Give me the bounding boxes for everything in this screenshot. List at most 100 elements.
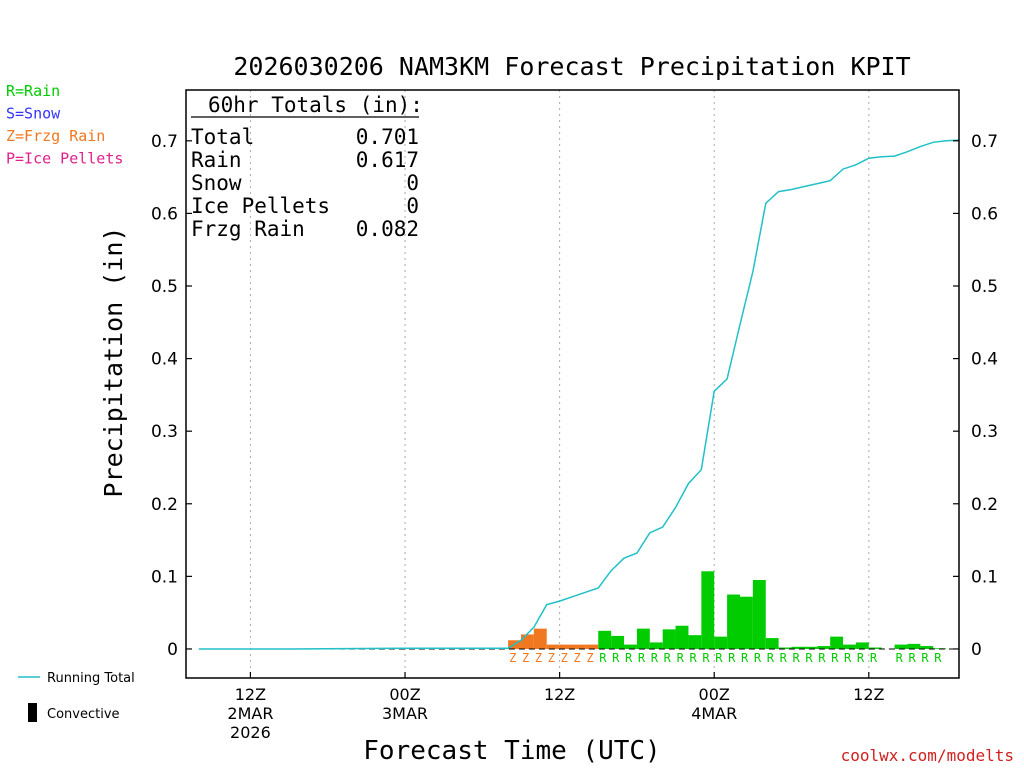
- type-letter: Z: [574, 651, 581, 665]
- bar-z: [585, 644, 599, 649]
- type-letter: R: [805, 651, 813, 665]
- y-axis-label: Precipitation (in): [99, 227, 128, 498]
- y-axis-left: 0 0.1 0.2 0.3 0.4 0.5 0.6 0.7: [151, 132, 192, 660]
- y-tick-label-left: 0.1: [151, 567, 178, 587]
- hourly-bars: [508, 571, 947, 649]
- type-letter: R: [921, 651, 929, 665]
- type-letter: R: [767, 651, 775, 665]
- legend-convective-swatch: [28, 703, 37, 722]
- bar-r: [624, 644, 637, 649]
- y-tick-label-right: 0: [971, 640, 982, 660]
- type-letter: R: [728, 651, 736, 665]
- bar-r: [714, 636, 728, 649]
- type-letter: R: [741, 651, 749, 665]
- legend-type-item: R=Rain: [6, 82, 60, 100]
- bar-r: [868, 647, 882, 649]
- bar-r: [649, 642, 663, 649]
- type-letter: Z: [535, 651, 542, 665]
- bar-r: [701, 571, 715, 649]
- type-letter: R: [754, 651, 762, 665]
- bar-z: [533, 628, 547, 649]
- gridlines: [249, 90, 870, 678]
- type-letter: R: [793, 651, 801, 665]
- bar-r: [855, 642, 869, 649]
- type-letter: R: [651, 651, 659, 665]
- legend-running-total-label: Running Total: [47, 671, 135, 686]
- bar-r: [907, 643, 921, 649]
- precip-type-legend: R=Rain S=Snow Z=Frzg Rain P=Ice Pellets: [6, 82, 123, 168]
- y-tick-label-left: 0.5: [151, 277, 178, 297]
- totals-row-label: Rain: [191, 148, 242, 172]
- y-tick-label-right: 0.6: [971, 204, 998, 224]
- type-letter: R: [896, 651, 904, 665]
- bar-z: [546, 644, 560, 649]
- totals-heading: 60hr Totals (in):: [208, 93, 423, 117]
- bar-r: [636, 628, 650, 649]
- x-tick-label: 12Z: [544, 685, 575, 704]
- type-letter: Z: [509, 651, 516, 665]
- legend-type-item: S=Snow: [6, 105, 61, 123]
- x-tick-label: 2MAR: [227, 704, 273, 723]
- y-axis-right: 0 0.1 0.2 0.3 0.4 0.5 0.6 0.7: [953, 132, 998, 660]
- bar-r: [688, 635, 702, 649]
- x-axis-label: Forecast Time (UTC): [363, 736, 660, 766]
- bar-r: [675, 625, 689, 649]
- y-tick-label-right: 0.4: [971, 350, 998, 370]
- y-tick-label-left: 0.3: [151, 422, 178, 442]
- y-tick-label-left: 0.6: [151, 204, 178, 224]
- bar-r: [727, 594, 740, 649]
- bar-r: [598, 630, 612, 649]
- type-letter: R: [934, 651, 942, 665]
- type-letter: R: [625, 651, 633, 665]
- type-letter: R: [715, 651, 723, 665]
- type-letter: R: [664, 651, 672, 665]
- bar-r: [611, 635, 625, 649]
- totals-row-label: Total: [191, 125, 254, 149]
- type-letter: R: [908, 651, 916, 665]
- x-tick-label: 12Z: [235, 685, 266, 704]
- type-letter: R: [638, 651, 646, 665]
- legend-type-item: P=Ice Pellets: [6, 150, 123, 168]
- x-tick-label: 00Z: [389, 685, 420, 704]
- x-tick-label: 00Z: [699, 685, 730, 704]
- totals-row-value: 0.701: [356, 125, 419, 149]
- totals-row-value: 0: [406, 194, 419, 218]
- bar-r: [765, 638, 779, 649]
- totals-row-value: 0.617: [356, 148, 419, 172]
- bar-r: [830, 636, 844, 649]
- bar-r: [804, 646, 818, 649]
- type-letter: R: [677, 651, 685, 665]
- y-tick-label-right: 0.7: [971, 132, 998, 152]
- y-tick-label-right: 0.3: [971, 422, 998, 442]
- y-tick-label-right: 0.5: [971, 277, 998, 297]
- bar-z: [559, 644, 573, 649]
- bar-r: [791, 646, 805, 649]
- totals-row-label: Snow: [191, 171, 242, 195]
- totals-row-value: 0.082: [356, 217, 419, 241]
- type-letter: R: [857, 651, 865, 665]
- bar-z: [520, 634, 534, 649]
- y-tick-label-left: 0: [167, 640, 178, 660]
- type-letter: R: [612, 651, 620, 665]
- x-tick-label: 12Z: [853, 685, 884, 704]
- type-letter: R: [599, 651, 607, 665]
- y-tick-label-right: 0.1: [971, 567, 998, 587]
- totals-row-value: 0: [406, 171, 419, 195]
- type-letter: R: [870, 651, 878, 665]
- legend-type-item: Z=Frzg Rain: [6, 127, 105, 145]
- x-tick-label: 3MAR: [382, 704, 428, 723]
- bar-r: [843, 644, 856, 649]
- watermark: coolwx.com/modelts: [841, 746, 1014, 765]
- legend-convective-label: Convective: [47, 707, 120, 722]
- type-letter: R: [689, 651, 697, 665]
- bar-r: [894, 644, 908, 649]
- plot-frame: [185, 89, 960, 679]
- bar-r: [817, 646, 831, 649]
- bar-z: [572, 644, 586, 649]
- type-letter: Z: [561, 651, 568, 665]
- type-letter: R: [818, 651, 826, 665]
- bar-r: [752, 580, 766, 649]
